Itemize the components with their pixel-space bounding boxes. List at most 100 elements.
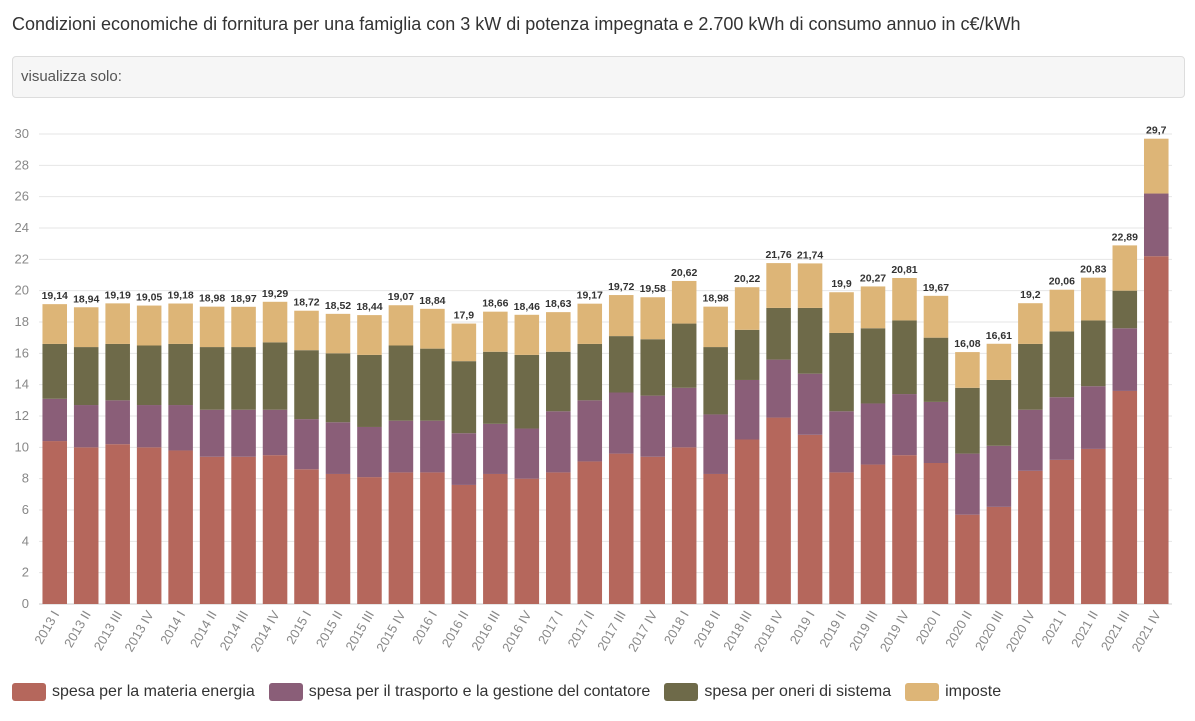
bar-total-label: 19,17 <box>577 290 603 302</box>
y-tick-label: 4 <box>22 533 29 548</box>
filter-bar[interactable]: visualizza solo: <box>12 56 1185 98</box>
y-tick-label: 2 <box>22 565 29 580</box>
x-tick-label: 2019 I <box>787 608 818 647</box>
bar-total-label: 19,19 <box>105 289 131 301</box>
bar-segment-oneri <box>514 354 540 429</box>
bar-total-label: 29,7 <box>1146 125 1167 137</box>
bar-segment-oneri <box>797 307 823 374</box>
bar-segment-oneri <box>262 342 288 410</box>
bar-segment-imposte <box>955 352 980 388</box>
x-tick-label: 2021 II <box>1068 608 1101 650</box>
x-tick-label: 2020 IV <box>1003 608 1039 655</box>
bar-segment-oneri <box>671 323 697 388</box>
x-tick-label: 2020 II <box>942 608 975 650</box>
x-tick-label: 2014 II <box>187 608 220 650</box>
legend-item-imposte[interactable]: imposte <box>905 683 1001 701</box>
legend-item-trasporto[interactable]: spesa per il trasporto e la gestione del… <box>268 683 650 701</box>
bar-segment-oneri <box>1081 320 1106 387</box>
bar-segment-energia <box>199 456 225 604</box>
bar-segment-trasporto <box>640 395 665 457</box>
bar-segment-trasporto <box>671 387 697 448</box>
bar-segment-energia <box>388 472 414 604</box>
bar-segment-imposte <box>860 286 886 329</box>
bar-segment-energia <box>451 484 477 604</box>
bar-segment-imposte <box>986 343 1012 380</box>
bar-segment-energia <box>483 473 508 604</box>
bar-segment-oneri <box>1112 290 1138 329</box>
x-tick-label: 2014 I <box>157 608 188 647</box>
x-tick-label: 2018 IV <box>751 608 787 655</box>
bar-segment-trasporto <box>797 373 823 435</box>
bar-total-label: 20,83 <box>1080 264 1106 276</box>
bar-segment-oneri <box>1018 343 1043 410</box>
bar-segment-energia <box>766 417 791 604</box>
bar-segment-oneri <box>105 343 130 401</box>
bar-segment-trasporto <box>608 392 634 454</box>
x-tick-label: 2016 II <box>439 608 472 650</box>
bar-segment-imposte <box>325 313 351 354</box>
legend-item-energia[interactable]: spesa per la materia energia <box>12 683 255 701</box>
bar-segment-trasporto <box>1049 397 1075 460</box>
bar-segment-trasporto <box>136 405 162 448</box>
bar-segment-imposte <box>451 323 477 362</box>
bar-segment-oneri <box>420 348 445 421</box>
bar-segment-trasporto <box>325 422 351 474</box>
x-tick-label: 2021 IV <box>1128 608 1164 655</box>
y-tick-label: 26 <box>15 189 29 204</box>
x-tick-label: 2014 IV <box>247 608 283 655</box>
y-tick-label: 14 <box>15 377 29 392</box>
bar-segment-oneri <box>766 307 791 360</box>
bar-segment-oneri <box>451 361 477 434</box>
bar-segment-imposte <box>483 311 508 352</box>
bar-segment-oneri <box>483 351 508 424</box>
bar-segment-imposte <box>546 312 571 352</box>
bar-total-label: 18,66 <box>482 298 508 310</box>
x-tick-label: 2013 I <box>31 608 62 647</box>
bar-segment-imposte <box>1049 289 1075 332</box>
x-tick-label: 2017 II <box>564 608 597 650</box>
y-tick-label: 18 <box>15 314 29 329</box>
bar-total-label: 20,62 <box>671 267 697 279</box>
bar-segment-energia <box>325 473 351 604</box>
legend-item-oneri[interactable]: spesa per oneri di sistema <box>664 683 891 701</box>
y-tick-label: 28 <box>15 157 29 172</box>
x-tick-label: 2016 III <box>468 608 503 653</box>
bar-total-label: 20,06 <box>1049 276 1075 288</box>
y-tick-label: 6 <box>22 502 29 517</box>
bar-segment-imposte <box>923 295 949 338</box>
bar-segment-imposte <box>577 303 603 344</box>
bar-total-label: 18,98 <box>199 293 225 305</box>
bar-segment-imposte <box>1018 303 1043 344</box>
y-tick-label: 8 <box>22 471 29 486</box>
bar-total-label: 19,67 <box>923 282 949 294</box>
bar-segment-oneri <box>734 329 760 380</box>
x-tick-label: 2013 IV <box>121 608 157 655</box>
bar-segment-energia <box>262 455 288 604</box>
bar-segment-energia <box>923 463 949 604</box>
bar-segment-energia <box>892 455 917 604</box>
bar-segment-trasporto <box>577 400 603 462</box>
bar-total-label: 18,63 <box>545 298 571 310</box>
bar-segment-energia <box>136 447 162 604</box>
bar-total-label: 16,08 <box>954 338 980 350</box>
bar-segment-energia <box>1112 390 1138 604</box>
bar-segment-trasporto <box>546 411 571 473</box>
bar-segment-trasporto <box>73 405 99 448</box>
bar-segment-energia <box>829 472 854 604</box>
bar-segment-trasporto <box>483 423 508 474</box>
x-tick-label: 2013 II <box>61 608 94 650</box>
bar-segment-trasporto <box>1081 386 1106 449</box>
bar-segment-oneri <box>703 347 728 415</box>
x-tick-label: 2019 III <box>846 608 881 653</box>
bar-segment-imposte <box>829 292 854 333</box>
bar-segment-energia <box>955 514 980 604</box>
bar-segment-oneri <box>357 354 382 427</box>
bar-segment-trasporto <box>955 453 980 515</box>
bar-segment-oneri <box>546 351 571 412</box>
filter-label: visualizza solo: <box>21 68 122 85</box>
bar-segment-imposte <box>514 314 540 355</box>
bar-segment-trasporto <box>451 433 477 485</box>
x-tick-label: 2018 II <box>690 608 723 650</box>
bar-segment-trasporto <box>420 420 445 473</box>
bar-total-label: 19,72 <box>608 281 634 293</box>
